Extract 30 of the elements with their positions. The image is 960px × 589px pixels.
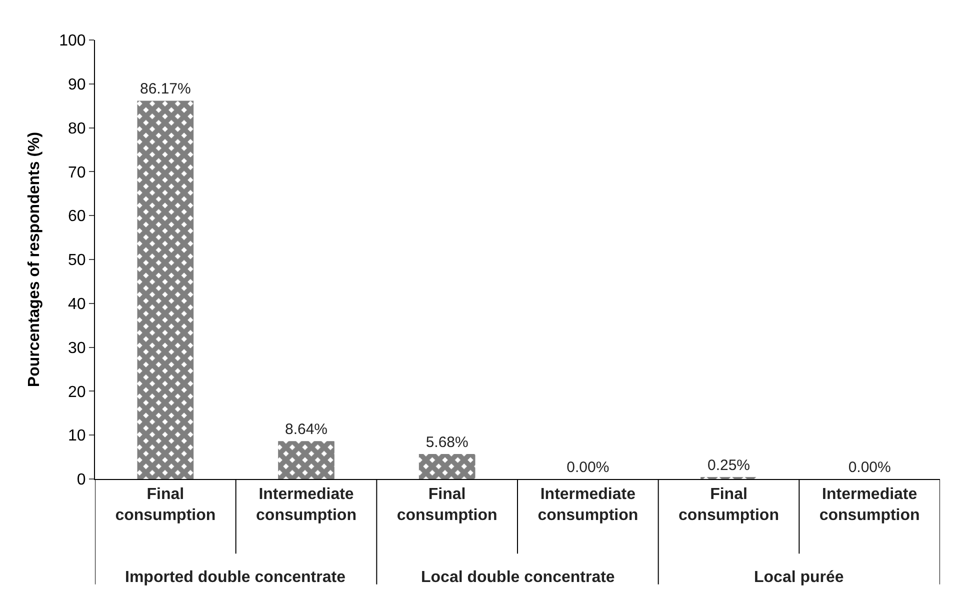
data-label: 8.64% [284, 421, 328, 438]
y-tick-label: 90 [68, 76, 86, 94]
bar [278, 441, 334, 479]
data-label: 86.17% [140, 80, 191, 98]
y-tick-label: 0 [76, 472, 86, 489]
data-label: 0.00% [566, 459, 610, 476]
data-label: 0.25% [707, 457, 750, 474]
y-tick-label: 40 [68, 296, 86, 313]
y-tick-label: 80 [68, 120, 86, 138]
data-label: 0.00% [848, 459, 891, 476]
x-tick-label: Intermediate consumption [819, 486, 920, 524]
x-tick-label: Final consumption [678, 486, 779, 524]
x-tick-label: Intermediate consumption [256, 486, 356, 524]
x-tick-label: Final consumption [396, 486, 498, 524]
bar [418, 454, 476, 479]
bar [137, 100, 194, 479]
text: Local double concentrate [421, 569, 615, 586]
y-tick-label: 60 [68, 208, 86, 226]
x-tick-label: Intermediate consumption [538, 486, 638, 524]
y-tick-label: 10 [68, 428, 86, 445]
x-tick-label: Final consumption [115, 486, 216, 524]
y-tick-label: 50 [68, 252, 86, 270]
y-tick-label: 30 [68, 340, 86, 357]
text: Local purée [754, 569, 844, 586]
y-tick-label: 70 [68, 164, 86, 182]
y-tick-label: 20 [68, 384, 86, 401]
y-tick-label: 100 [59, 32, 86, 50]
y-axis-title: Pourcentages of respondents (%) [26, 132, 43, 388]
data-label: 5.68% [426, 434, 468, 452]
text: Imported double concentrate [125, 569, 346, 586]
